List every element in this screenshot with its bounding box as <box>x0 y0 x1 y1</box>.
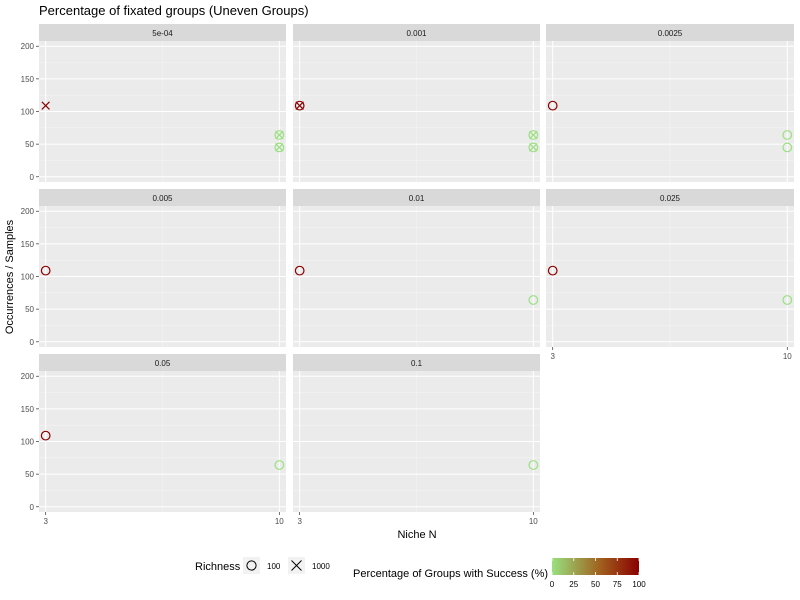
facet-panel: 0.025 3 10 <box>546 189 794 361</box>
data-point-circle <box>274 142 285 153</box>
x-axis-label: Niche N <box>397 529 436 541</box>
facet-strip <box>293 189 540 206</box>
facet-strip <box>39 189 286 206</box>
data-point-cross <box>41 101 50 110</box>
color-bar-tick-label: 0 <box>550 580 555 589</box>
x-tick-label: 10 <box>275 517 284 526</box>
y-tick-label: 50 <box>25 140 34 149</box>
legend-key-circle <box>243 557 260 574</box>
legend-richness-title: Richness <box>195 561 241 573</box>
x-tick-label: 3 <box>43 517 48 526</box>
data-point-cross <box>275 130 284 140</box>
facet-strip-label: 0.0025 <box>658 29 683 38</box>
facet-strip-label: 0.025 <box>660 194 681 203</box>
facet-strip-label: 0.01 <box>409 194 425 203</box>
color-bar <box>552 558 639 575</box>
facet-strip <box>39 24 286 41</box>
data-point-circle <box>782 142 793 153</box>
y-tick-label: 200 <box>21 207 35 216</box>
legend: Richness 100 1000 Percentage of Groups wi… <box>195 557 646 589</box>
facet-panel: 0.05 0 50 100 150 200 3 10 <box>21 354 286 526</box>
x-tick-label: 10 <box>783 352 792 361</box>
y-tick-label: 100 <box>21 438 35 447</box>
facet-panel: 0.1 3 10 <box>293 354 540 526</box>
y-tick-label: 0 <box>30 338 35 347</box>
data-point-circle <box>528 142 539 153</box>
y-tick-label: 50 <box>25 305 34 314</box>
richness-legend-keys: 100 1000 <box>243 557 330 574</box>
data-point-circle <box>528 460 539 470</box>
data-point-circle <box>547 265 558 276</box>
facet-panel: 0.01 <box>293 189 540 347</box>
color-bar-tick-label: 25 <box>569 580 578 589</box>
y-tick-label: 0 <box>30 503 35 512</box>
color-bar-tick-label: 50 <box>591 580 600 589</box>
data-point-circle <box>294 100 305 111</box>
data-point-cross <box>529 143 538 152</box>
facet-panel: 0.001 <box>293 24 540 182</box>
data-point-circle <box>40 265 51 276</box>
y-tick-label: 100 <box>21 108 35 117</box>
data-point-cross <box>529 130 538 140</box>
facet-strip-label: 5e-04 <box>152 29 173 38</box>
data-point-circle <box>547 100 558 111</box>
legend-key-label: 100 <box>267 562 281 571</box>
facet-panel: 0.0025 <box>546 24 794 182</box>
legend-key-cross <box>288 557 305 574</box>
color-bar-tick-label: 100 <box>632 580 646 589</box>
color-bar-ticks: 0 25 50 75 100 <box>550 558 646 589</box>
facet-strip-label: 0.001 <box>406 29 427 38</box>
chart-title: Percentage of fixated groups (Uneven Gro… <box>39 3 309 18</box>
x-tick-label: 3 <box>297 517 302 526</box>
data-point-circle <box>40 430 51 441</box>
facet-strip <box>39 354 286 371</box>
facet-strip-label: 0.05 <box>155 359 171 368</box>
legend-key-label: 1000 <box>312 562 330 571</box>
facet-panel: 5e-04 0 50 100 150 200 <box>21 24 286 182</box>
x-tick-label: 3 <box>550 352 555 361</box>
facet-panel: 0.005 0 50 100 150 200 <box>21 189 286 347</box>
legend-color-title: Percentage of Groups with Success (%) <box>353 568 548 580</box>
y-tick-label: 150 <box>21 405 35 414</box>
y-tick-label: 150 <box>21 75 35 84</box>
data-point-cross <box>275 143 284 152</box>
data-point-circle <box>782 295 793 305</box>
facet-strip <box>546 24 794 41</box>
data-point-cross <box>295 101 304 110</box>
y-tick-label: 150 <box>21 240 35 249</box>
facet-strip <box>293 354 540 371</box>
facet-strip-label: 0.005 <box>152 194 173 203</box>
y-tick-label: 200 <box>21 42 35 51</box>
y-tick-label: 200 <box>21 372 35 381</box>
facet-strip-label: 0.1 <box>411 359 423 368</box>
data-point-circle <box>274 460 285 470</box>
data-point-circle <box>274 130 285 140</box>
y-tick-label: 100 <box>21 273 35 282</box>
color-bar-tick-label: 75 <box>613 580 622 589</box>
x-tick-label: 10 <box>529 517 538 526</box>
facet-strip <box>546 189 794 206</box>
data-point-circle <box>782 130 793 140</box>
y-tick-label: 0 <box>30 173 35 182</box>
data-point-circle <box>294 265 305 276</box>
y-axis-label: Occurrences / Samples <box>4 219 16 334</box>
y-tick-label: 50 <box>25 470 34 479</box>
data-point-circle <box>528 130 539 140</box>
data-point-circle <box>528 295 539 305</box>
facet-strip <box>293 24 540 41</box>
